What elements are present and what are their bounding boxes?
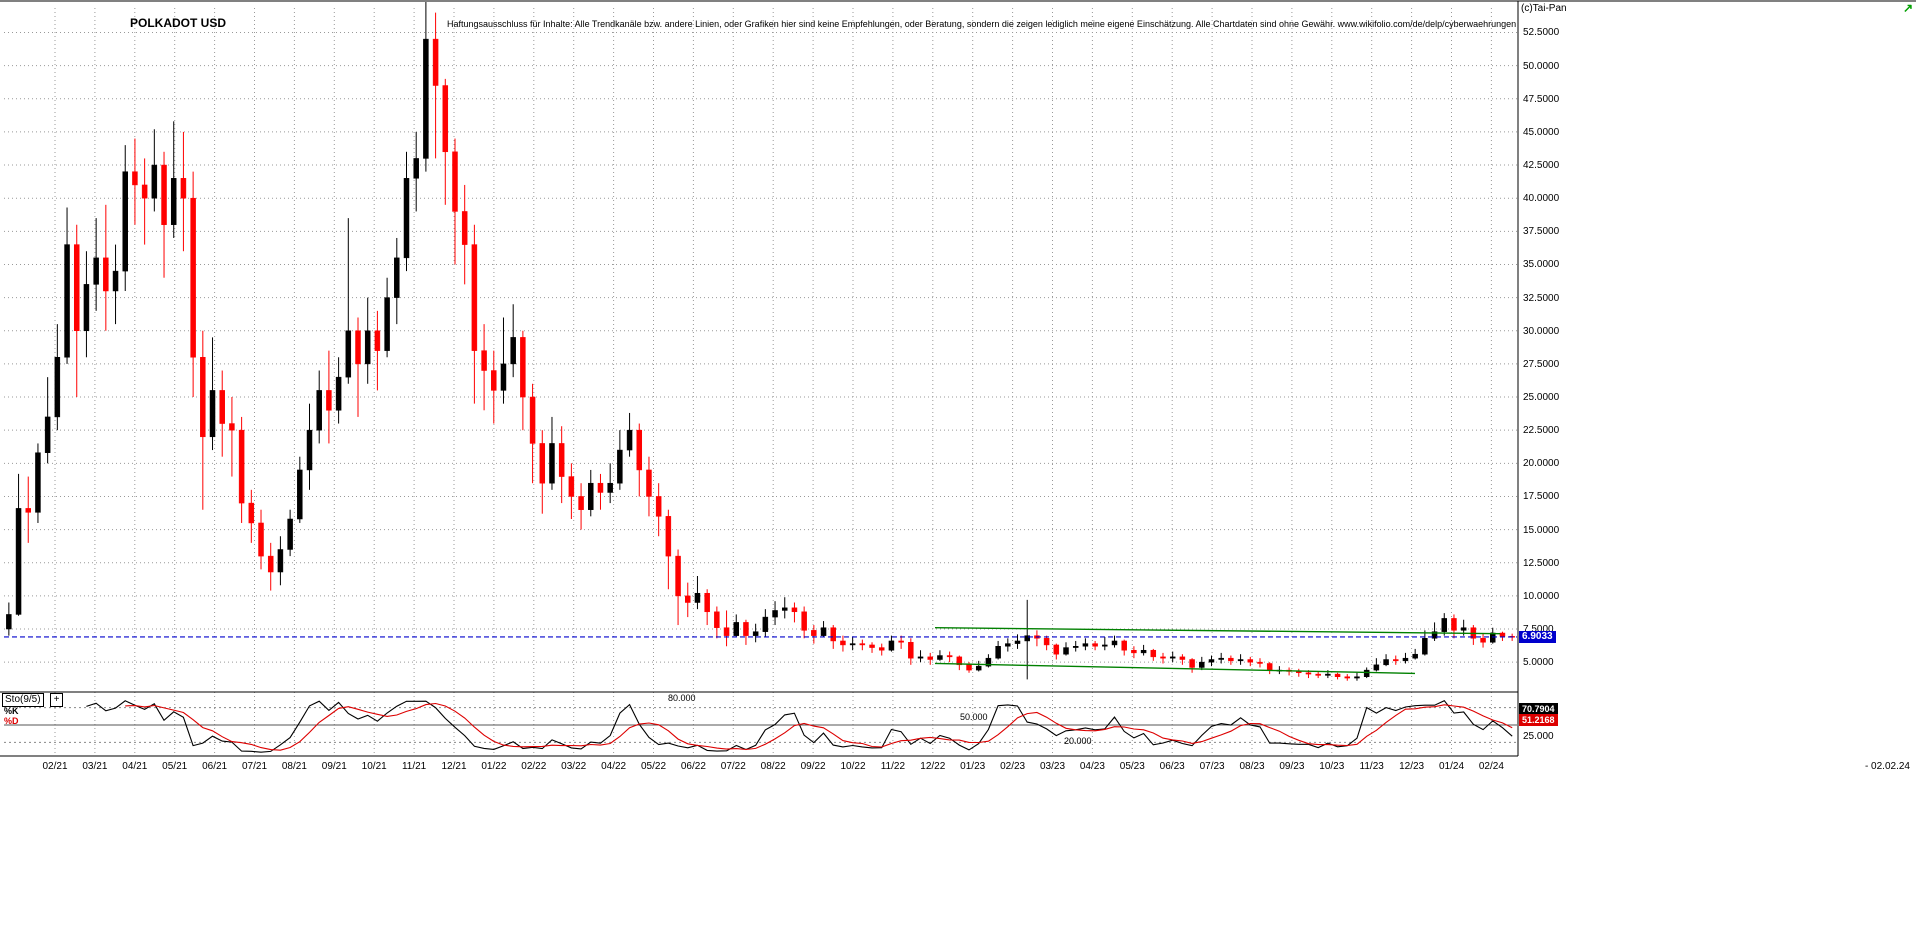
month-axis-label: 06/22	[680, 761, 706, 772]
stoch-d-value-badge: 51.2168	[1519, 714, 1558, 726]
price-axis-label: 30.0000	[1523, 325, 1560, 337]
month-axis-label: 05/22	[640, 761, 667, 772]
price-axis-label: 27.5000	[1523, 358, 1560, 370]
price-axis-label: 32.5000	[1523, 292, 1560, 304]
month-axis-label: 06/21	[202, 761, 228, 772]
price-axis-label: 45.0000	[1523, 126, 1560, 138]
stoch-level-80-label: 80.000	[668, 693, 696, 703]
price-axis-label: 20.0000	[1523, 458, 1560, 470]
month-axis-label: 03/21	[82, 761, 108, 772]
month-axis-label: 10/21	[361, 761, 387, 772]
month-axis-label: 02/22	[521, 761, 547, 772]
month-axis-label: 08/22	[760, 761, 786, 772]
month-axis-label: 01/22	[481, 761, 507, 772]
month-axis-label: 10/23	[1319, 761, 1345, 772]
month-axis-label: 01/23	[960, 761, 986, 772]
month-axis-label: 02/23	[1000, 761, 1026, 772]
month-axis-label: 04/23	[1079, 761, 1105, 772]
price-axis-label: 10.0000	[1523, 590, 1560, 602]
price-axis-label: 12.5000	[1523, 557, 1560, 569]
price-axis-label: 52.5000	[1523, 27, 1560, 39]
month-axis-label: 12/23	[1399, 761, 1425, 772]
month-axis-label: 03/23	[1039, 761, 1066, 772]
month-axis-label: 11/21	[401, 761, 427, 772]
stoch-d-label: %D	[4, 716, 19, 726]
current-price-badge: 6.9033	[1519, 630, 1556, 643]
trend-arrow-icon: ↗	[1902, 1, 1913, 15]
price-axis-label: 5.0000	[1523, 657, 1554, 669]
price-axis-label: 17.5000	[1523, 491, 1560, 503]
indicator-name-box: Sto(9/5)	[2, 693, 44, 707]
price-axis-label: 22.5000	[1523, 425, 1560, 437]
stoch-level-20-label: 20.000	[1064, 736, 1092, 746]
price-axis-label: 40.0000	[1523, 193, 1560, 205]
price-axis-label: 47.5000	[1523, 93, 1560, 105]
month-axis-label: 02/21	[42, 761, 68, 772]
month-axis-label: 04/22	[601, 761, 627, 772]
month-axis-label: 09/23	[1279, 761, 1305, 772]
month-axis-label: 11/23	[1359, 761, 1384, 772]
price-axis-label: 7.5000	[1523, 624, 1554, 636]
stoch-axis-bottom-label: 25.000	[1523, 731, 1554, 742]
month-axis-label: 02/24	[1478, 761, 1504, 772]
month-axis-label: 04/21	[122, 761, 148, 772]
price-axis-label: 42.5000	[1523, 160, 1560, 172]
month-axis-label: 07/21	[241, 761, 268, 772]
last-date-label: - 02.02.24	[1864, 761, 1910, 772]
disclaimer-text: Haftungsausschluss für Inhalte: Alle Tre…	[447, 19, 1517, 29]
month-axis-label: 01/24	[1438, 761, 1465, 772]
month-axis-label: 06/23	[1159, 761, 1185, 772]
month-axis-label: 03/22	[561, 761, 587, 772]
price-axis-label: 37.5000	[1523, 226, 1560, 238]
price-axis-label: 50.0000	[1523, 60, 1560, 72]
stoch-k-label: %K	[4, 706, 19, 716]
month-axis-label: 10/22	[840, 761, 866, 772]
month-axis-label: 07/23	[1199, 761, 1225, 772]
month-axis-label: 05/23	[1119, 761, 1145, 772]
month-axis-label: 11/22	[880, 761, 906, 772]
indicator-expand-button[interactable]: +	[50, 693, 63, 707]
copyright-label: (c)Tai-Pan	[1521, 3, 1567, 14]
month-axis-label: 08/21	[281, 761, 307, 772]
month-axis-label: 08/23	[1239, 761, 1265, 772]
month-axis-label: 12/21	[441, 761, 467, 772]
month-axis-label: 07/22	[720, 761, 746, 772]
price-axis-label: 25.0000	[1523, 392, 1560, 404]
chart-title: POLKADOT USD	[130, 16, 226, 30]
month-axis-label: 05/21	[162, 761, 188, 772]
price-axis-label: 15.0000	[1523, 524, 1560, 536]
month-axis-label: 09/22	[800, 761, 826, 772]
month-axis-label: 09/21	[321, 761, 347, 772]
month-axis-label: 12/22	[920, 761, 946, 772]
stoch-level-50-label: 50.000	[960, 712, 988, 722]
stoch-k-value-badge: 70.7904	[1519, 703, 1558, 715]
price-axis-label: 35.0000	[1523, 259, 1560, 271]
